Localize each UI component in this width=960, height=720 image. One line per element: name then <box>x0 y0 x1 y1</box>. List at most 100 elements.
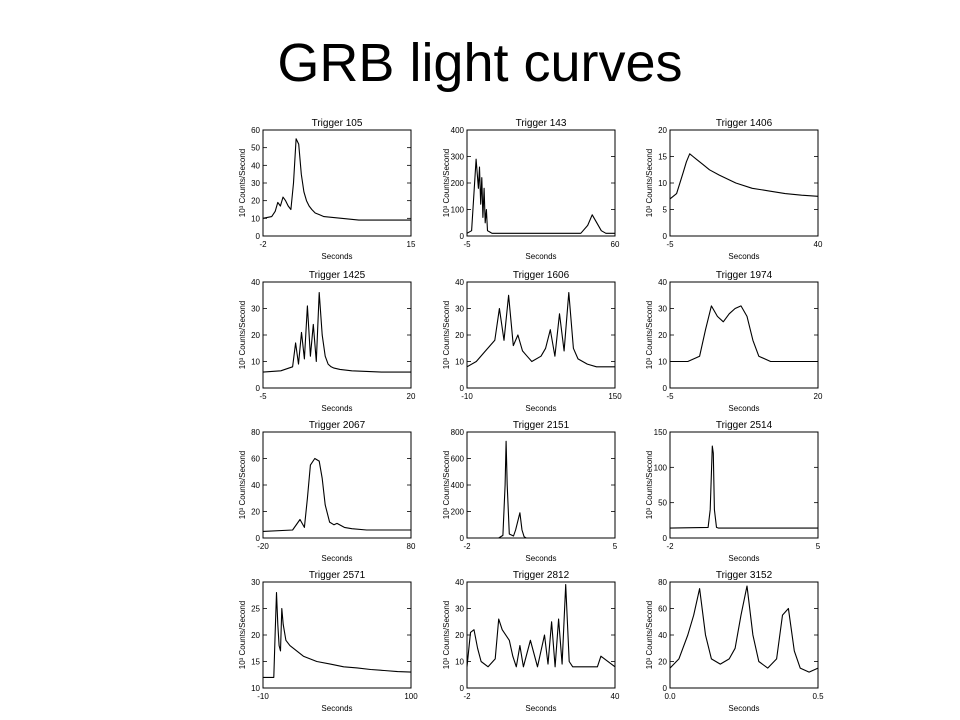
panel-title: Trigger 2571 <box>309 570 366 581</box>
light-curve-line <box>466 292 615 368</box>
y-tick-label: 40 <box>251 161 260 170</box>
y-tick-label: 20 <box>658 126 667 135</box>
x-axis-label: Seconds <box>321 704 352 713</box>
x-tick-label: -5 <box>463 240 471 249</box>
y-tick-label: 50 <box>658 499 667 508</box>
y-tick-label: 30 <box>251 179 260 188</box>
panel-title: Trigger 1425 <box>309 270 366 281</box>
x-tick-label: 5 <box>816 542 821 551</box>
x-tick-label: 100 <box>404 692 418 701</box>
y-tick-label: 10 <box>455 658 464 667</box>
y-axis-label: 10³ Counts/Second <box>645 601 654 670</box>
x-tick-label: -2 <box>666 542 674 551</box>
y-axis-label: 10³ Counts/Second <box>442 601 451 670</box>
y-tick-label: 20 <box>455 631 464 640</box>
y-tick-label: 40 <box>251 278 260 287</box>
light-curve-line <box>669 153 819 200</box>
y-tick-label: 60 <box>251 126 260 135</box>
y-tick-label: 40 <box>658 631 667 640</box>
x-tick-label: 20 <box>814 392 823 401</box>
plot-frame <box>669 431 819 539</box>
x-axis-label: Seconds <box>525 404 556 413</box>
x-tick-label: -2 <box>259 240 267 249</box>
plot-frame <box>669 281 819 389</box>
y-tick-label: 5 <box>663 206 668 215</box>
y-tick-label: 300 <box>451 153 465 162</box>
x-tick-label: 15 <box>407 240 416 249</box>
panel-title: Trigger 3152 <box>716 570 773 581</box>
y-axis-label: 10³ Counts/Second <box>645 301 654 370</box>
panel-title: Trigger 2067 <box>309 420 366 431</box>
plot-frame <box>669 129 819 237</box>
x-tick-label: -10 <box>461 392 473 401</box>
light-curve-line <box>669 585 819 673</box>
x-axis-label: Seconds <box>728 404 759 413</box>
panel-title: Trigger 2151 <box>513 420 570 431</box>
x-tick-label: -5 <box>259 392 267 401</box>
x-axis-label: Seconds <box>321 554 352 563</box>
y-tick-label: 600 <box>451 455 465 464</box>
y-axis-label: 10³ Counts/Second <box>238 149 247 218</box>
x-axis-label: Seconds <box>525 554 556 563</box>
light-curve-line <box>466 158 615 234</box>
x-tick-label: -10 <box>257 692 269 701</box>
y-tick-label: 150 <box>654 428 668 437</box>
y-tick-label: 40 <box>658 278 667 287</box>
x-tick-label: -5 <box>666 240 674 249</box>
y-tick-label: 10 <box>455 358 464 367</box>
x-axis-label: Seconds <box>525 704 556 713</box>
x-tick-label: 80 <box>407 542 416 551</box>
y-axis-label: 10³ Counts/Second <box>442 149 451 218</box>
x-tick-label: 0.0 <box>664 692 676 701</box>
panel-title: Trigger 143 <box>516 118 567 129</box>
y-tick-label: 20 <box>251 197 260 206</box>
y-tick-label: 0 <box>460 232 465 241</box>
y-tick-label: 0 <box>663 684 668 693</box>
light-curve-line <box>467 440 615 539</box>
panel-title: Trigger 1606 <box>513 270 570 281</box>
x-tick-label: 0.5 <box>812 692 824 701</box>
y-tick-label: 400 <box>451 126 465 135</box>
y-tick-label: 20 <box>658 331 667 340</box>
y-tick-label: 200 <box>451 508 465 517</box>
y-tick-label: 400 <box>451 481 465 490</box>
y-tick-label: 0 <box>256 232 261 241</box>
y-tick-label: 60 <box>251 455 260 464</box>
y-tick-label: 0 <box>663 232 668 241</box>
y-axis-label: 10³ Counts/Second <box>238 601 247 670</box>
panel-title: Trigger 1406 <box>716 118 773 129</box>
y-tick-label: 10 <box>658 358 667 367</box>
x-tick-label: 40 <box>611 692 620 701</box>
y-tick-label: 10 <box>658 179 667 188</box>
y-tick-label: 30 <box>251 578 260 587</box>
light-curve-line <box>262 292 411 373</box>
x-axis-label: Seconds <box>728 704 759 713</box>
x-axis-label: Seconds <box>728 554 759 563</box>
x-tick-label: -2 <box>463 542 471 551</box>
y-tick-label: 100 <box>451 206 465 215</box>
y-tick-label: 100 <box>654 463 668 472</box>
light-curve-line <box>466 584 616 668</box>
x-tick-label: -20 <box>257 542 269 551</box>
y-tick-label: 15 <box>251 658 260 667</box>
plot-frame <box>466 129 616 237</box>
plot-frame <box>466 581 616 689</box>
y-axis-label: 10³ Counts/Second <box>238 301 247 370</box>
y-tick-label: 60 <box>658 605 667 614</box>
plot-frame <box>262 431 412 539</box>
panel-title: Trigger 1974 <box>716 270 773 281</box>
plot-frame <box>466 281 616 389</box>
light-curve-line <box>669 445 818 529</box>
panel-title: Trigger 105 <box>312 118 363 129</box>
x-tick-label: 20 <box>407 392 416 401</box>
x-axis-label: Seconds <box>728 252 759 261</box>
y-tick-label: 30 <box>251 305 260 314</box>
y-tick-label: 0 <box>460 684 465 693</box>
plot-frame <box>466 431 616 539</box>
y-tick-label: 10 <box>251 684 260 693</box>
y-tick-label: 200 <box>451 179 465 188</box>
y-tick-label: 0 <box>256 384 261 393</box>
y-tick-label: 10 <box>251 214 260 223</box>
light-curve-line <box>262 457 411 532</box>
